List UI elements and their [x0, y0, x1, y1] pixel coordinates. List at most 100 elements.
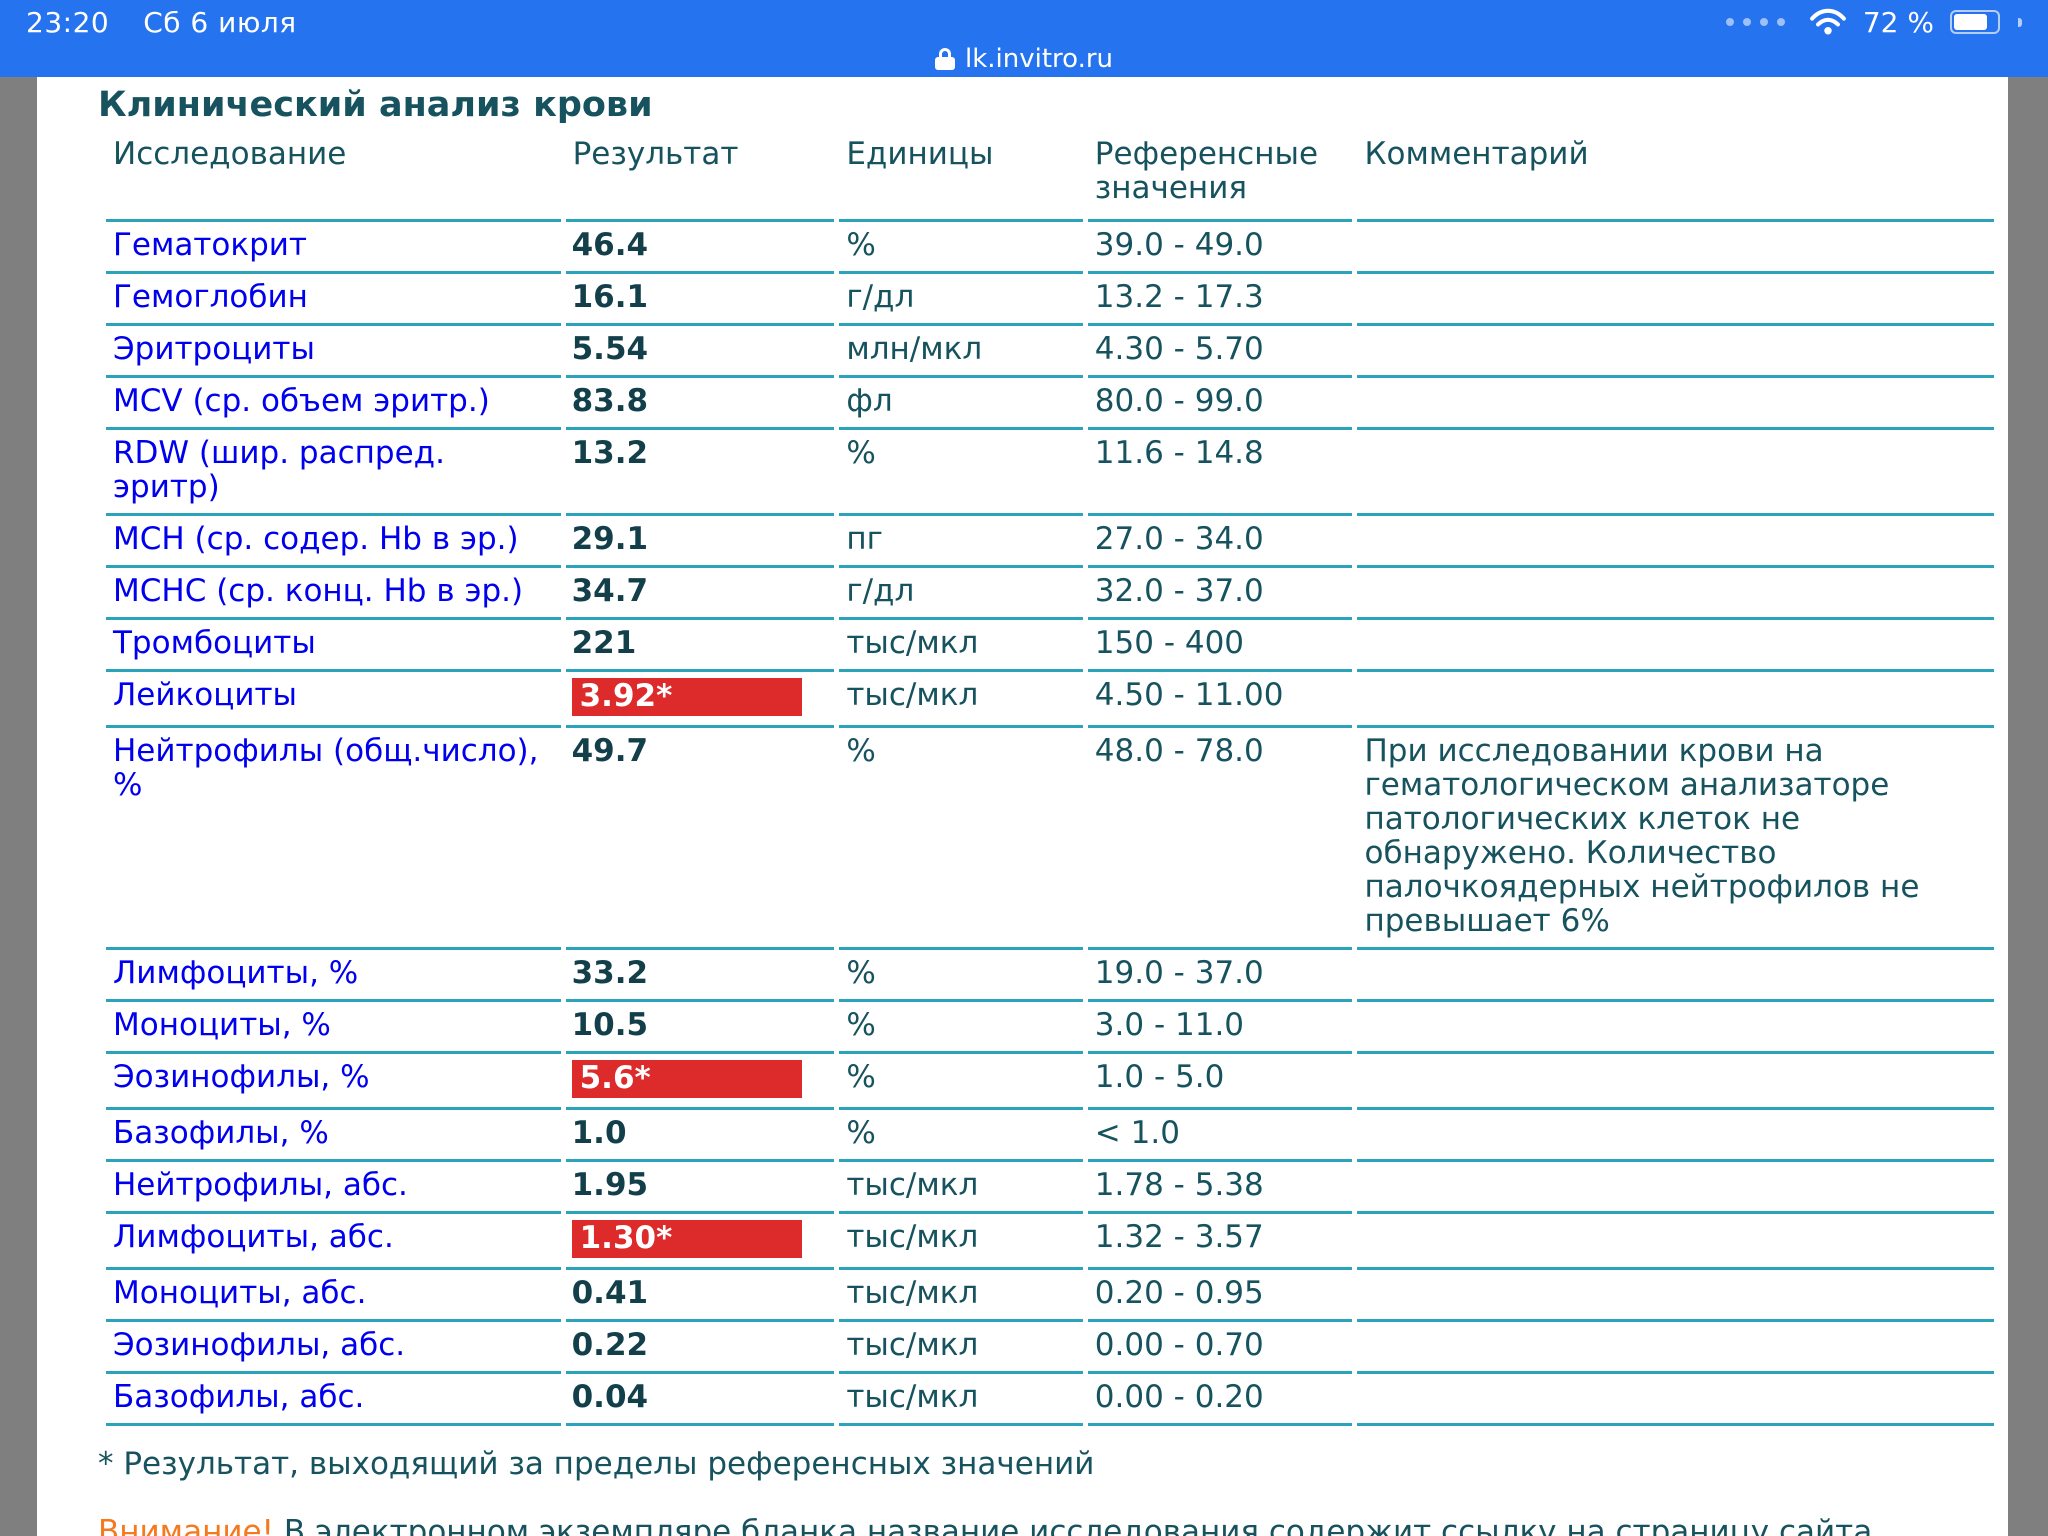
browser-header: 23:20 Сб 6 июля 72 % lk.invitro.ru: [0, 0, 2048, 77]
comment-cell: [1357, 1054, 1994, 1110]
unit-cell: пг: [839, 516, 1083, 568]
test-name-link[interactable]: Нейтрофилы (общ.число), %: [106, 728, 561, 950]
url-bar[interactable]: lk.invitro.ru: [0, 41, 2048, 77]
table-row: Нейтрофилы, абс. 1.95 тыс/мкл 1.78 - 5.3…: [106, 1162, 1994, 1214]
test-name-link[interactable]: Тромбоциты: [106, 620, 561, 672]
warning-label: Внимание!: [98, 1514, 274, 1536]
result-cell: 33.2: [565, 950, 835, 1002]
url-domain: lk.invitro.ru: [964, 44, 1114, 74]
table-header-row: Исследование Результат Единицы Референсн…: [106, 135, 1994, 222]
result-cell: 1.95: [565, 1162, 835, 1214]
reference-range-cell: 0.00 - 0.70: [1087, 1322, 1353, 1374]
result-value: 33.2: [571, 955, 649, 991]
unit-cell: тыс/мкл: [839, 1322, 1083, 1374]
reference-range-cell: 11.6 - 14.8: [1087, 430, 1353, 516]
unit-cell: %: [839, 222, 1083, 274]
comment-cell: [1357, 1214, 1994, 1270]
result-cell: 0.22: [565, 1322, 835, 1374]
unit-cell: %: [839, 950, 1083, 1002]
test-name-link[interactable]: Моноциты, %: [106, 1002, 561, 1054]
result-cell: 3.92*: [565, 672, 835, 728]
unit-cell: фл: [839, 378, 1083, 430]
column-header-test: Исследование: [106, 135, 561, 222]
result-value: 13.2: [571, 435, 649, 471]
result-value: 34.7: [571, 573, 649, 609]
column-header-comment: Комментарий: [1357, 135, 1994, 222]
result-cell: 1.30*: [565, 1214, 835, 1270]
result-value: 1.30*: [571, 1220, 802, 1258]
test-name-link[interactable]: Базофилы, абс.: [106, 1374, 561, 1426]
reference-range-cell: 19.0 - 37.0: [1087, 950, 1353, 1002]
reference-range-cell: 0.00 - 0.20: [1087, 1374, 1353, 1426]
unit-cell: тыс/мкл: [839, 620, 1083, 672]
reference-range-cell: 4.30 - 5.70: [1087, 326, 1353, 378]
test-name-link[interactable]: Эритроциты: [106, 326, 561, 378]
test-name-link[interactable]: RDW (шир. распред. эритр): [106, 430, 561, 516]
unit-cell: %: [839, 728, 1083, 950]
reference-range-cell: 39.0 - 49.0: [1087, 222, 1353, 274]
result-value: 5.54: [571, 331, 649, 367]
result-cell: 46.4: [565, 222, 835, 274]
battery-icon: [1950, 10, 2000, 34]
report-page: Клинический анализ крови Исследование Ре…: [37, 77, 2008, 1536]
result-cell: 34.7: [565, 568, 835, 620]
table-row: Гемоглобин 16.1 г/дл 13.2 - 17.3: [106, 274, 1994, 326]
result-cell: 5.6*: [565, 1054, 835, 1110]
test-name-link[interactable]: Гемоглобин: [106, 274, 561, 326]
test-name-link[interactable]: Моноциты, абс.: [106, 1270, 561, 1322]
unit-cell: тыс/мкл: [839, 1270, 1083, 1322]
test-name-link[interactable]: Лейкоциты: [106, 672, 561, 728]
result-cell: 5.54: [565, 326, 835, 378]
comment-cell: [1357, 950, 1994, 1002]
unit-cell: %: [839, 1110, 1083, 1162]
comment-cell: [1357, 274, 1994, 326]
unit-cell: %: [839, 1054, 1083, 1110]
result-value: 46.4: [571, 227, 649, 263]
result-value: 29.1: [571, 521, 649, 557]
test-name-link[interactable]: MCHC (ср. конц. Hb в эр.): [106, 568, 561, 620]
cellular-signal-icon: [1725, 18, 1785, 26]
table-row: RDW (шир. распред. эритр) 13.2 % 11.6 - …: [106, 430, 1994, 516]
result-value: 1.0: [571, 1115, 627, 1151]
unit-cell: тыс/мкл: [839, 672, 1083, 728]
reference-range-cell: < 1.0: [1087, 1110, 1353, 1162]
test-name-link[interactable]: Лимфоциты, абс.: [106, 1214, 561, 1270]
test-name-link[interactable]: MCV (ср. объем эритр.): [106, 378, 561, 430]
result-value: 16.1: [571, 279, 649, 315]
reference-range-cell: 1.32 - 3.57: [1087, 1214, 1353, 1270]
status-date: Сб 6 июля: [143, 5, 297, 39]
test-name-link[interactable]: Эозинофилы, %: [106, 1054, 561, 1110]
comment-cell: [1357, 620, 1994, 672]
comment-cell: [1357, 430, 1994, 516]
comment-cell: [1357, 568, 1994, 620]
result-value: 3.92*: [571, 678, 802, 716]
result-value: 1.95: [571, 1167, 649, 1203]
unit-cell: г/дл: [839, 568, 1083, 620]
result-value: 0.22: [571, 1327, 649, 1363]
result-value: 49.7: [571, 733, 649, 769]
comment-cell: [1357, 1110, 1994, 1162]
test-name-link[interactable]: Базофилы, %: [106, 1110, 561, 1162]
test-name-link[interactable]: Эозинофилы, абс.: [106, 1322, 561, 1374]
comment-cell: При исследовании крови на гематологическ…: [1357, 728, 1994, 950]
result-value: 83.8: [571, 383, 649, 419]
unit-cell: %: [839, 1002, 1083, 1054]
comment-cell: [1357, 1374, 1994, 1426]
test-name-link[interactable]: Лимфоциты, %: [106, 950, 561, 1002]
result-value: 10.5: [571, 1007, 649, 1043]
comment-cell: [1357, 222, 1994, 274]
test-name-link[interactable]: Гематокрит: [106, 222, 561, 274]
reference-range-cell: 150 - 400: [1087, 620, 1353, 672]
result-cell: 0.41: [565, 1270, 835, 1322]
out-of-range-footnote: * Результат, выходящий за пределы рефере…: [98, 1446, 1095, 1482]
table-row: Эритроциты 5.54 млн/мкл 4.30 - 5.70: [106, 326, 1994, 378]
reference-range-cell: 3.0 - 11.0: [1087, 1002, 1353, 1054]
comment-cell: [1357, 1270, 1994, 1322]
test-name-link[interactable]: Нейтрофилы, абс.: [106, 1162, 561, 1214]
table-row: Лимфоциты, % 33.2 % 19.0 - 37.0: [106, 950, 1994, 1002]
unit-cell: %: [839, 430, 1083, 516]
comment-cell: [1357, 1002, 1994, 1054]
wifi-icon: [1809, 8, 1846, 35]
test-name-link[interactable]: MCH (ср. содер. Hb в эр.): [106, 516, 561, 568]
table-row: Тромбоциты 221 тыс/мкл 150 - 400: [106, 620, 1994, 672]
